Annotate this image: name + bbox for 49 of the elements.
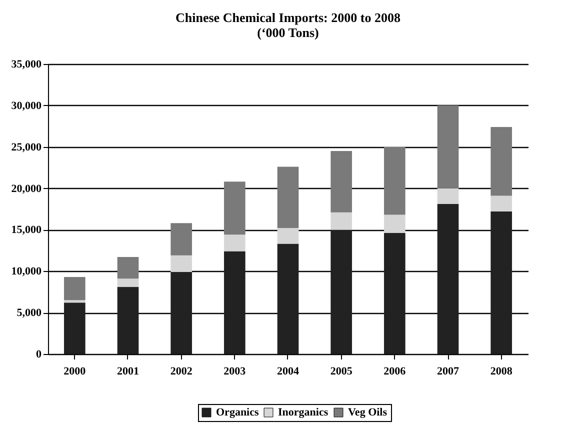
bar	[330, 151, 352, 212]
y-tick-label: 35,000	[11, 58, 42, 70]
bar	[224, 234, 246, 252]
bar	[170, 272, 192, 354]
bar	[490, 196, 512, 212]
bar	[170, 255, 192, 272]
bar	[384, 146, 406, 215]
x-tick-label: 2006	[384, 366, 406, 378]
bar	[170, 223, 192, 256]
chart-title: Chinese Chemical Imports: 2000 to 2008	[176, 10, 401, 25]
bar	[330, 230, 352, 354]
bar	[277, 228, 299, 244]
chart-subtitle: (‘000 Tons)	[257, 25, 319, 40]
bar	[490, 211, 512, 354]
y-tick-label: 0	[36, 348, 42, 360]
bar	[277, 244, 299, 354]
legend-label: Organics	[216, 406, 260, 419]
x-tick-label: 2003	[224, 366, 246, 378]
y-tick-label: 10,000	[11, 266, 42, 278]
x-tick-label: 2004	[277, 366, 300, 378]
x-tick-label: 2005	[330, 366, 353, 378]
legend-label: Inorganics	[278, 406, 329, 419]
bar	[490, 126, 512, 196]
bar	[437, 105, 459, 188]
bar	[117, 257, 139, 279]
bar	[224, 182, 246, 235]
x-tick-label: 2008	[490, 366, 513, 378]
bar	[224, 251, 246, 354]
bar	[64, 302, 86, 354]
bar	[330, 212, 352, 230]
bar	[277, 166, 299, 228]
bar	[384, 214, 406, 234]
bar	[384, 233, 406, 354]
bar	[437, 204, 459, 354]
y-tick-label: 15,000	[11, 224, 42, 236]
x-tick-label: 2000	[64, 366, 86, 378]
y-tick-label: 20,000	[11, 182, 42, 195]
bar	[117, 278, 139, 287]
y-tick-label: 30,000	[11, 100, 42, 112]
legend-label: Veg Oils	[348, 406, 388, 419]
bar	[117, 286, 139, 354]
y-tick-label: 5,000	[16, 307, 42, 320]
x-tick-label: 2001	[117, 366, 139, 378]
bar	[64, 276, 86, 300]
y-tick-label: 25,000	[11, 141, 42, 154]
bar	[437, 188, 459, 204]
bar	[64, 300, 86, 303]
x-tick-label: 2002	[170, 366, 193, 378]
x-tick-label: 2007	[437, 366, 460, 378]
